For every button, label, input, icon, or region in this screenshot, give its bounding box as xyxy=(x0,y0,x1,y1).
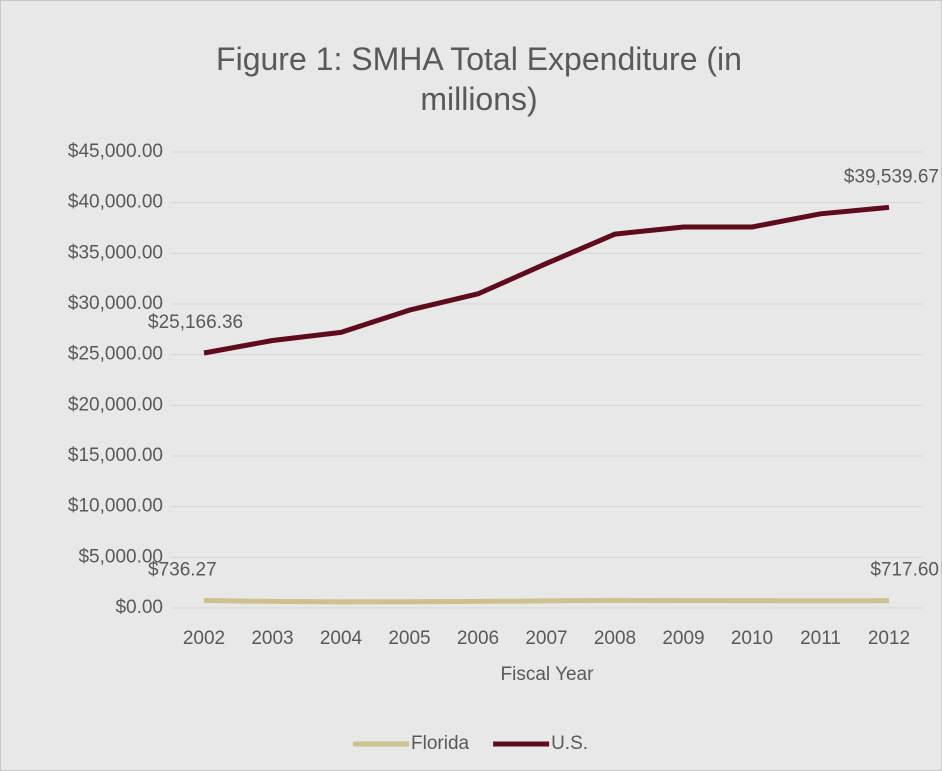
x-tick-label: 2007 xyxy=(525,628,567,649)
x-tick-label: 2011 xyxy=(800,628,841,649)
x-tick-label: 2004 xyxy=(320,628,363,649)
chart-title: Figure 1: SMHA Total Expenditure (in mil… xyxy=(216,41,742,117)
x-tick-label: 2008 xyxy=(594,628,636,649)
y-tick-label: $10,000.00 xyxy=(68,496,163,517)
data-label: $25,166.36 xyxy=(148,312,243,333)
y-tick-label: $25,000.00 xyxy=(68,344,163,365)
y-tick-label: $20,000.00 xyxy=(68,394,163,415)
y-tick-label: $35,000.00 xyxy=(68,242,163,263)
y-tick-label: $5,000.00 xyxy=(78,546,163,567)
x-tick-label: 2012 xyxy=(868,628,910,649)
legend-label: Florida xyxy=(411,733,470,754)
data-label: $717.60 xyxy=(870,560,939,581)
x-tick-label: 2006 xyxy=(457,628,499,649)
line-series xyxy=(203,597,890,605)
x-tick-label: 2009 xyxy=(662,628,704,649)
y-tick-label: $15,000.00 xyxy=(68,445,163,466)
data-label: $736.27 xyxy=(148,560,217,581)
y-tick-label: $0.00 xyxy=(115,597,163,618)
x-axis-label: Fiscal Year xyxy=(501,664,595,685)
y-tick-label: $40,000.00 xyxy=(68,192,163,213)
x-tick-label: 2003 xyxy=(251,628,293,649)
y-tick-label: $45,000.00 xyxy=(68,141,163,162)
x-tick-label: 2010 xyxy=(731,628,773,649)
data-label: $39,539.67 xyxy=(844,166,939,187)
x-tick-label: 2005 xyxy=(388,628,430,649)
line-series xyxy=(203,204,890,356)
legend-label: U.S. xyxy=(551,733,588,754)
y-tick-label: $30,000.00 xyxy=(68,293,163,314)
x-tick-label: 2002 xyxy=(183,628,225,649)
